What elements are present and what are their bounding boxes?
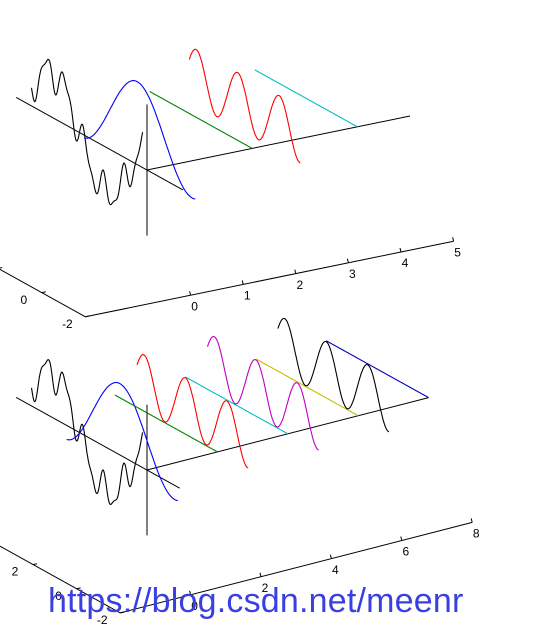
- x-tick-mark: [259, 572, 262, 577]
- y-tick-label: 2: [12, 565, 19, 579]
- y-tick-label: 0: [55, 589, 62, 603]
- x-tick-label: 3: [349, 267, 356, 281]
- y-tick-mark: [41, 291, 46, 294]
- origin-x-axis-line: [146, 115, 411, 171]
- series-line: [136, 354, 249, 469]
- x-tick-label: 4: [332, 563, 339, 577]
- series-line: [255, 358, 359, 417]
- series-line: [30, 359, 144, 505]
- origin-y-axis-line: [15, 396, 180, 489]
- x-tick-mark: [400, 536, 403, 541]
- x-tick-mark: [399, 247, 402, 253]
- x-tick-label: 0: [191, 299, 198, 313]
- x-tick-label: 8: [473, 527, 480, 541]
- series-line: [83, 80, 196, 200]
- top-3d-plot: -2-1012-20246012345: [0, 48, 461, 331]
- y-tick-label: 0: [20, 293, 27, 307]
- x-tick-label: 1: [244, 289, 251, 303]
- watermark-url: https://blog.csdn.net/meenr: [48, 582, 464, 620]
- series-line: [254, 69, 358, 128]
- x-tick-mark: [329, 554, 332, 559]
- x-tick-mark: [294, 269, 297, 274]
- y-tick-label: -2: [62, 317, 73, 331]
- series-line: [185, 376, 289, 435]
- x-tick-label: 4: [402, 256, 409, 270]
- series-line: [66, 381, 178, 502]
- x-tick-mark: [452, 237, 455, 242]
- series-line: [149, 91, 253, 149]
- x-axis-line: [120, 521, 473, 614]
- x-tick-mark: [241, 280, 244, 285]
- bottom-3d-plot: -2-1012-2024602468: [0, 317, 480, 627]
- x-tick-label: 5: [454, 245, 461, 259]
- y-axis-line: [0, 268, 86, 318]
- x-tick-mark: [189, 590, 192, 595]
- y-tick-mark: [85, 315, 90, 318]
- series-line: [30, 58, 144, 206]
- x-tick-label: 2: [262, 581, 269, 595]
- x-tick-label: 2: [296, 278, 303, 292]
- y-tick-mark: [120, 611, 125, 614]
- x-tick-mark: [189, 291, 192, 296]
- series-line: [188, 48, 301, 164]
- series-line: [325, 340, 429, 399]
- y-tick-mark: [32, 563, 38, 565]
- series-line: [277, 317, 390, 433]
- series-line: [114, 394, 218, 453]
- x-tick-label: 0: [191, 599, 198, 613]
- y-tick-mark: [76, 587, 81, 590]
- y-tick-mark: [0, 267, 3, 269]
- x-tick-mark: [470, 518, 473, 523]
- origin-y-axis-line: [15, 96, 184, 191]
- series-line: [206, 335, 319, 451]
- y-tick-label: -2: [97, 613, 108, 627]
- x-tick-label: 6: [402, 545, 409, 559]
- x-tick-mark: [346, 258, 349, 263]
- x-axis-line: [85, 240, 454, 318]
